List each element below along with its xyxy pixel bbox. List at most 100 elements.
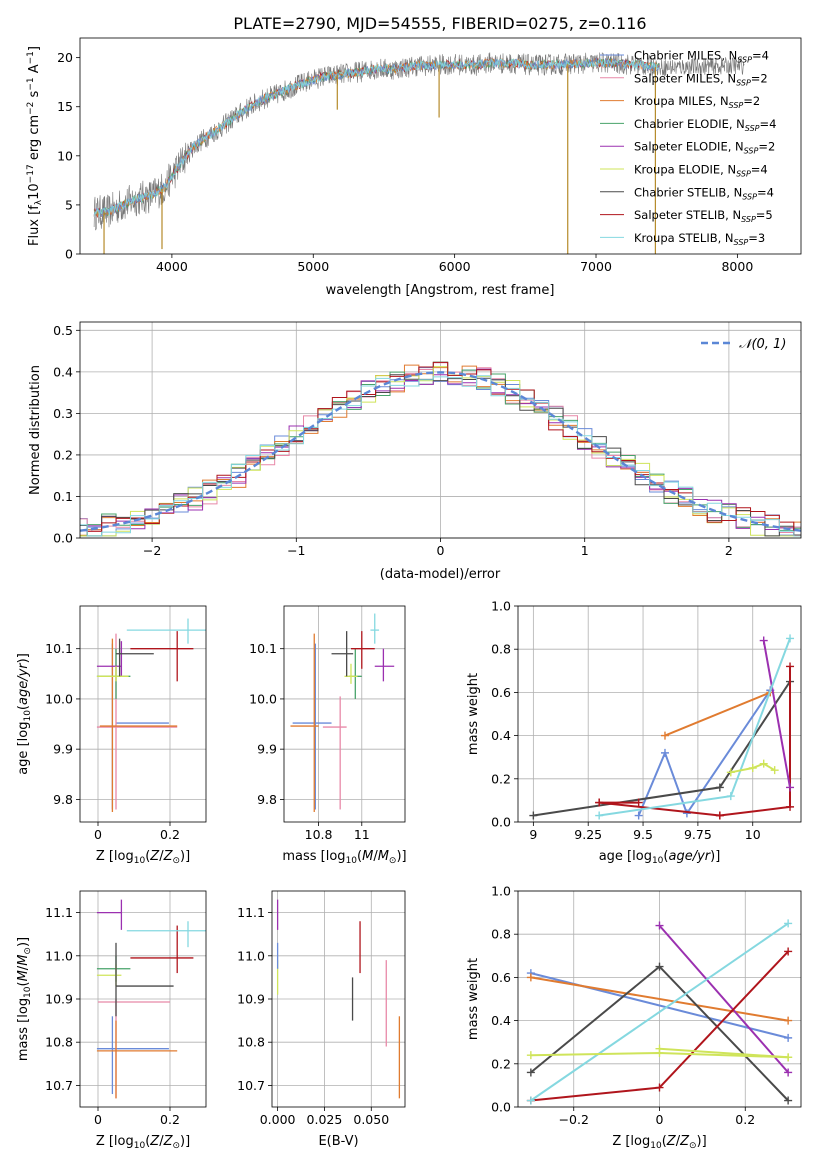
y-tick-label: 0.6	[491, 970, 511, 985]
weight-marker	[595, 811, 604, 820]
y-tick-label: 9.8	[53, 792, 73, 807]
y-tick-label: 10.1	[45, 641, 73, 656]
weight-marker	[726, 768, 735, 777]
x-tick-label: 0.2	[160, 1112, 180, 1127]
weight-line-kroupa-elodie	[730, 762, 776, 774]
model-spectrum-chabrier-miles	[93, 57, 660, 218]
age_vs_mass-xlabel: mass [log10(M/M⊙)]	[282, 849, 406, 866]
gaussian-curve	[80, 371, 801, 532]
weight-marker	[634, 798, 643, 807]
weight-marker	[526, 1068, 535, 1077]
weight-marker	[526, 1051, 535, 1060]
weight-marker	[655, 1044, 664, 1053]
y-tick-label: 20	[57, 50, 73, 65]
weight-marker	[655, 921, 664, 930]
weight-marker	[784, 947, 793, 956]
weight-marker	[759, 759, 768, 768]
weight-line-kroupa-stelib	[599, 638, 791, 817]
y-tick-label: 0.0	[491, 1100, 511, 1115]
weight-line-chabrier-stelib	[533, 681, 791, 817]
y-tick-label: 0.2	[491, 771, 511, 786]
weight-marker	[595, 798, 604, 807]
x-tick-label: 0.025	[307, 1112, 343, 1127]
spectrum-ylabel: Flux [fλ10−17 erg cm−2 s−1 A−1]	[26, 46, 44, 246]
weight_vs_Z-xlabel: Z [log10(Z/Z⊙)]	[612, 1134, 706, 1151]
y-tick-label: 10	[57, 148, 73, 163]
weight_vs_age-ylabel: mass weight	[466, 673, 481, 755]
weight-line-kroupa-miles	[530, 976, 789, 1022]
mass_vs_Z-axes	[76, 891, 206, 1111]
age_vs_Z-points	[96, 618, 206, 812]
weight-marker	[634, 811, 643, 820]
y-tick-label: 10.1	[249, 641, 277, 656]
x-tick-label: 9.25	[574, 827, 602, 842]
x-tick-label: −2	[143, 543, 161, 558]
weight-marker	[660, 731, 669, 740]
y-tick-label: 0.4	[491, 728, 511, 743]
weight_vs_age-series	[529, 634, 795, 820]
y-tick-label: 0.4	[491, 1013, 511, 1028]
model-spectrum-chabrier-elodie	[93, 58, 660, 217]
weight-marker	[529, 811, 538, 820]
y-tick-label: 11.1	[237, 905, 265, 920]
weight-marker	[786, 662, 795, 671]
y-tick-label: 10.7	[45, 1078, 73, 1093]
mass_vs_ebv-xlabel: E(B-V)	[318, 1134, 358, 1149]
y-tick-label: 5	[65, 197, 73, 212]
x-tick-label: 6000	[439, 259, 471, 274]
legend-label: Salpeter MILES, NSSP=2	[634, 71, 768, 87]
x-tick-label: 1	[581, 543, 589, 558]
histogram-kroupa-stelib	[80, 375, 801, 537]
weight-marker	[748, 764, 757, 772]
weight-line-chabrier-miles	[637, 689, 772, 816]
x-tick-label: 0	[437, 543, 445, 558]
x-tick-label: 0	[94, 1112, 102, 1127]
x-tick-label: 0	[94, 827, 102, 842]
weight-line-salpeter-stelib	[599, 666, 791, 817]
y-tick-label: 10.8	[237, 1035, 265, 1050]
weight-marker	[715, 811, 724, 820]
y-tick-label: 11.0	[45, 948, 73, 963]
weight-marker	[784, 1053, 793, 1062]
axes-frame	[271, 890, 406, 1108]
mass_vs_ebv-axes	[268, 891, 405, 1111]
y-tick-label: 9.8	[257, 792, 277, 807]
spectrum-axes	[76, 57, 738, 258]
x-tick-label: 11	[354, 827, 370, 842]
legend-label: Chabrier MILES, NSSP=4	[634, 49, 769, 65]
weight-marker	[786, 802, 795, 811]
weight-line-kroupa-elodie	[659, 1047, 789, 1059]
weight-marker	[526, 973, 535, 982]
model-spectrum-kroupa-miles	[93, 57, 660, 218]
axes-frame	[517, 605, 802, 823]
histogram-chabrier-stelib	[80, 374, 801, 537]
weight-marker	[655, 1083, 664, 1092]
weight_vs_age-xlabel: age [log10(age/yr)]	[599, 849, 721, 866]
x-tick-label: 0.2	[160, 827, 180, 842]
weight-line-salpeter-elodie	[762, 640, 791, 788]
axes-frame	[283, 605, 406, 823]
y-tick-label: 10.9	[45, 992, 73, 1007]
weight-marker	[715, 783, 724, 792]
y-tick-label: 0.0	[491, 815, 511, 830]
age_vs_mass-axes	[280, 606, 405, 826]
y-tick-label: 9.9	[53, 742, 73, 757]
y-tick-label: 10.8	[45, 1035, 73, 1050]
weight-marker	[784, 1068, 793, 1077]
x-tick-label: 5000	[297, 259, 329, 274]
mass_vs_Z-points	[96, 899, 206, 1099]
x-tick-label: 4000	[156, 259, 188, 274]
legend-label: Salpeter ELODIE, NSSP=2	[634, 140, 775, 156]
y-tick-label: 0.2	[491, 1056, 511, 1071]
weight-marker	[770, 766, 779, 775]
weight-marker	[660, 748, 669, 757]
x-tick-label: 9.5	[633, 827, 653, 842]
x-tick-label: 0.000	[260, 1112, 296, 1127]
legend-label: Kroupa STELIB, NSSP=3	[634, 231, 765, 247]
y-tick-label: 0.6	[491, 685, 511, 700]
y-tick-label: 10.9	[237, 992, 265, 1007]
mass_vs_Z-ylabel: mass [log10(M/M⊙)]	[16, 937, 33, 1061]
residual_hist-axes	[76, 322, 801, 542]
y-tick-label: 9.9	[257, 742, 277, 757]
y-tick-label: 11.0	[237, 948, 265, 963]
